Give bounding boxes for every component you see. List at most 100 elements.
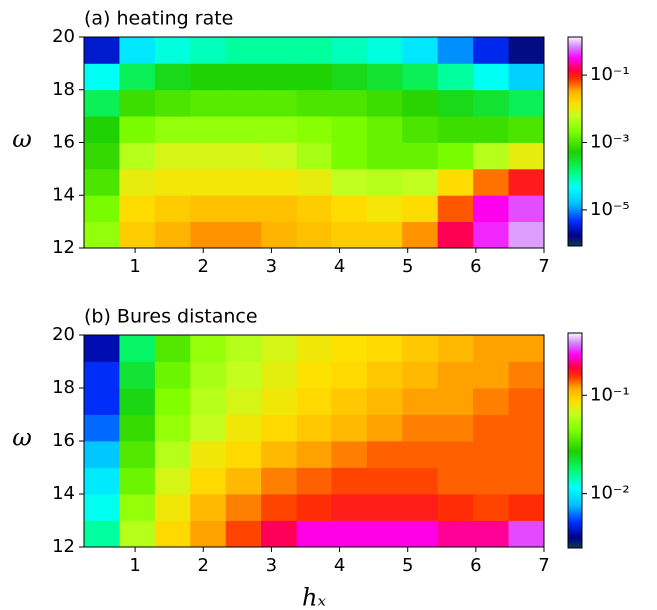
heat-cell	[190, 361, 227, 389]
heat-cell	[296, 388, 332, 415]
colorbar-tick-label: 10⁻²	[590, 483, 630, 504]
heat-cell	[84, 388, 120, 415]
heat-cell	[225, 63, 262, 91]
heat-cell	[437, 388, 474, 415]
y-axis-label: ω	[12, 424, 32, 452]
heat-cell	[190, 63, 227, 91]
heat-cell	[437, 63, 474, 91]
heat-cell	[261, 361, 298, 389]
heat-cell	[119, 335, 156, 362]
heat-cell	[190, 37, 227, 64]
heat-cell	[366, 116, 403, 143]
heat-cell	[84, 441, 120, 468]
x-tick-label: 3	[266, 256, 277, 277]
heat-cell	[84, 116, 120, 143]
heat-cell	[366, 361, 403, 389]
heat-cell	[190, 335, 227, 362]
heat-cell	[154, 116, 191, 143]
heat-cell	[154, 441, 191, 468]
heat-cell	[225, 361, 262, 389]
x-tick-label: 1	[129, 555, 140, 576]
heat-cell	[84, 195, 120, 223]
colorbar-tick-label: 10⁻¹	[590, 64, 630, 85]
heat-cell	[119, 37, 156, 64]
heat-cell	[154, 221, 191, 249]
heat-cell	[225, 520, 262, 548]
heat-cell	[402, 388, 439, 415]
heat-cell	[331, 335, 368, 362]
heat-cell	[84, 221, 120, 249]
heat-cell	[225, 414, 262, 442]
heat-cell	[190, 414, 227, 442]
heat-cell	[261, 388, 298, 415]
heat-cell	[261, 441, 298, 468]
heat-cell	[190, 221, 227, 249]
heat-cell	[366, 37, 403, 64]
heat-cell	[261, 335, 298, 362]
heat-cell	[366, 335, 403, 362]
heat-cell	[225, 89, 262, 117]
heat-cell	[261, 142, 298, 170]
heat-cell	[508, 361, 545, 389]
heat-cell	[154, 414, 191, 442]
heat-cell	[366, 441, 403, 468]
heat-cell	[261, 414, 298, 442]
heat-cell	[366, 168, 403, 196]
heat-cell	[437, 335, 474, 362]
heat-cell	[190, 494, 227, 521]
heat-cell	[84, 467, 120, 495]
heat-cell	[261, 116, 298, 143]
heat-cell	[402, 37, 439, 64]
heat-cell	[331, 63, 368, 91]
x-tick-label: 4	[334, 555, 345, 576]
heat-cell	[437, 89, 474, 117]
y-tick-label: 12	[52, 536, 75, 557]
heat-cell	[296, 168, 332, 196]
heat-cell	[225, 195, 262, 223]
heat-cell	[296, 221, 332, 249]
heat-cell	[225, 467, 262, 495]
y-tick-label: 20	[52, 324, 75, 345]
y-tick-label: 14	[52, 184, 75, 205]
heat-cell	[437, 494, 474, 521]
y-tick-label: 16	[52, 132, 75, 153]
heat-cell	[508, 441, 545, 468]
heat-cell	[84, 63, 120, 91]
heat-cell	[366, 195, 403, 223]
heat-cell	[296, 494, 332, 521]
heat-cell	[508, 37, 545, 64]
heat-cell	[225, 37, 262, 64]
x-tick-label: 6	[470, 555, 481, 576]
heat-cell	[402, 195, 439, 223]
heat-cell	[119, 467, 156, 495]
heat-cell	[225, 168, 262, 196]
heat-cell	[296, 89, 332, 117]
heat-cell	[473, 221, 509, 249]
heat-cell	[366, 520, 403, 548]
heat-cell	[261, 168, 298, 196]
heat-cell	[225, 388, 262, 415]
heat-cell	[296, 142, 332, 170]
heat-cell	[190, 467, 227, 495]
heat-cell	[473, 388, 509, 415]
heat-cell	[119, 142, 156, 170]
heat-cell	[225, 335, 262, 362]
heat-cell	[473, 37, 509, 64]
heat-cell	[508, 335, 545, 362]
x-tick-label: 2	[198, 555, 209, 576]
heat-cell	[154, 361, 191, 389]
heat-cell	[331, 494, 368, 521]
heat-cell	[154, 494, 191, 521]
heat-cell	[437, 467, 474, 495]
heat-cell	[402, 520, 439, 548]
x-tick-label: 7	[538, 256, 549, 277]
heat-cell	[190, 388, 227, 415]
heat-cell	[366, 494, 403, 521]
heat-cell	[473, 441, 509, 468]
x-tick-label: 7	[538, 555, 549, 576]
x-tick-label: 3	[266, 555, 277, 576]
heat-cell	[261, 221, 298, 249]
heat-cell	[84, 168, 120, 196]
x-tick-label: 2	[198, 256, 209, 277]
heat-cell	[296, 195, 332, 223]
